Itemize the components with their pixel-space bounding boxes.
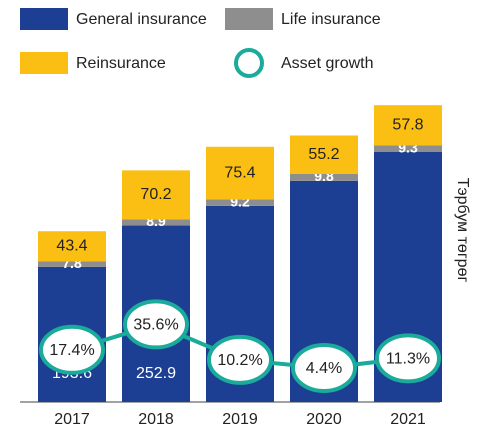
bar-segment <box>206 146 274 200</box>
line-marker <box>207 334 273 385</box>
bar-segment <box>38 231 106 262</box>
x-tick-label: 2018 <box>138 411 174 428</box>
line-marker <box>375 333 441 384</box>
data-label: 4.4% <box>306 360 342 377</box>
x-tick-label: 2021 <box>390 411 426 428</box>
line-marker <box>291 342 357 393</box>
data-label: 75.4 <box>224 164 255 181</box>
line-marker <box>39 324 105 375</box>
legend-label: Life insurance <box>281 11 381 28</box>
bar-segment <box>122 219 190 226</box>
data-label: 43.4 <box>56 238 87 255</box>
legend-label: Asset growth <box>281 55 373 72</box>
bar-segment <box>38 261 106 267</box>
legend-swatch <box>20 8 68 30</box>
bar-segment <box>374 145 442 153</box>
x-tick-label: 2019 <box>222 411 258 428</box>
data-label: 11.3% <box>386 351 430 368</box>
y-axis-title: Тэрбум төгрөг <box>454 178 471 283</box>
legend-swatch <box>225 8 273 30</box>
line-marker <box>123 299 189 350</box>
data-label: 35.6% <box>133 317 178 334</box>
bar-segment <box>206 199 274 206</box>
x-tick-label: 2017 <box>54 411 90 428</box>
x-tick-label: 2020 <box>306 411 342 428</box>
data-label: 55.2 <box>308 146 339 163</box>
legend-label: Reinsurance <box>76 55 166 72</box>
data-label: 57.8 <box>392 117 423 134</box>
data-label: 252.9 <box>136 365 176 382</box>
data-label: 70.2 <box>140 186 171 203</box>
bar-segment <box>374 105 442 146</box>
legend-label: General insurance <box>76 11 207 28</box>
bar-segment <box>290 173 358 181</box>
bar-segment <box>122 170 190 220</box>
legend-swatch <box>20 52 68 74</box>
data-label: 17.4% <box>49 342 94 359</box>
data-label: 10.2% <box>217 352 262 369</box>
legend-marker <box>234 48 264 78</box>
bar-segment <box>290 135 358 174</box>
